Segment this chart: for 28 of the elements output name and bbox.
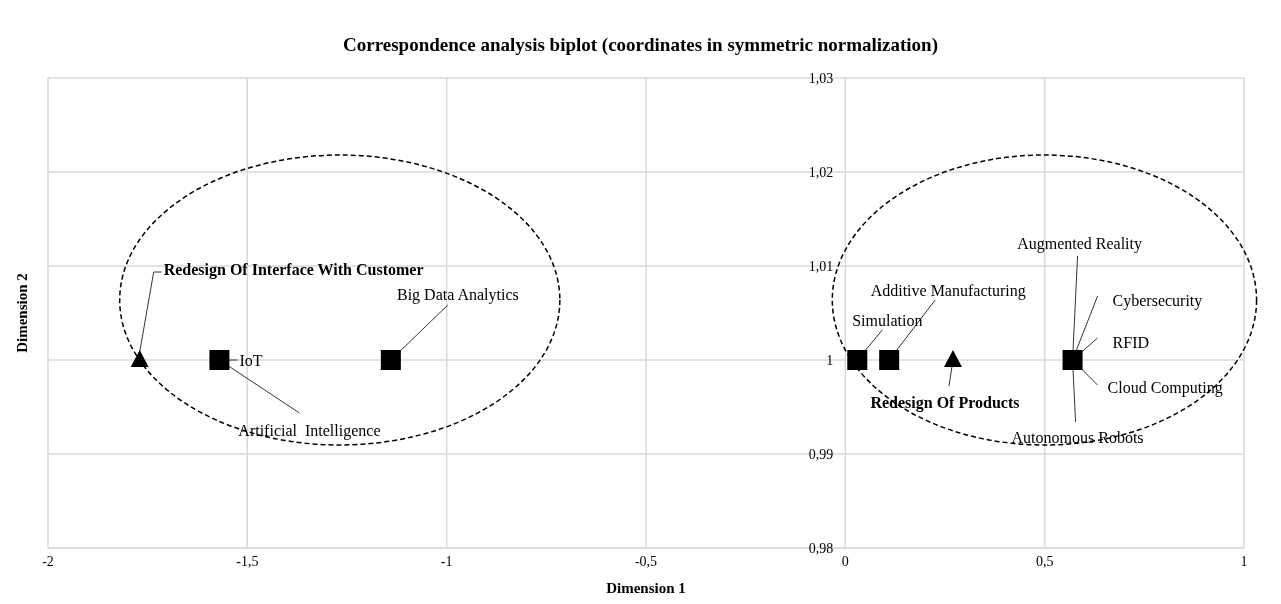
annotation: RFID bbox=[1112, 333, 1150, 351]
y-tick-label: 1,02 bbox=[808, 164, 834, 180]
y-tick-label: 1,03 bbox=[808, 70, 834, 86]
x-axis-title: Dimension 1 bbox=[606, 580, 686, 596]
annotation: Augmented Reality bbox=[1017, 234, 1142, 253]
y-tick-label: 1,01 bbox=[808, 258, 834, 274]
x-tick-label: -1,5 bbox=[236, 553, 259, 569]
annotation: IoT bbox=[239, 351, 263, 369]
annotation: Simulation bbox=[852, 311, 923, 329]
annotation: Autonomous Robots bbox=[1011, 428, 1144, 446]
y-tick-label: 0,99 bbox=[808, 446, 834, 462]
y-tick-label: 0,98 bbox=[808, 540, 834, 556]
y-tick-label: 1 bbox=[826, 352, 834, 368]
x-tick-label: -1 bbox=[440, 553, 453, 569]
annotation: Big Data Analytics bbox=[396, 285, 519, 304]
x-tick-label: 0 bbox=[841, 553, 849, 569]
x-tick-label: 0,5 bbox=[1035, 553, 1054, 569]
annotation: Additive Manufacturing bbox=[870, 281, 1026, 300]
x-tick-label: 1 bbox=[1240, 553, 1248, 569]
annotation: Redesign Of Products bbox=[870, 393, 1020, 412]
y-axis-title: Dimension 2 bbox=[14, 273, 31, 353]
annotation: Redesign Of Interface With Customer bbox=[163, 260, 424, 279]
annotation: Cybersecurity bbox=[1112, 291, 1203, 310]
chart-title: Correspondence analysis biplot (coordinates in symmetric normalization) bbox=[342, 34, 939, 56]
x-tick-label: -2 bbox=[42, 553, 54, 569]
x-tick-label: -0,5 bbox=[634, 553, 658, 569]
annotation: Cloud Computing bbox=[1107, 378, 1223, 397]
annotation: Artificial Intelligence bbox=[238, 421, 381, 440]
